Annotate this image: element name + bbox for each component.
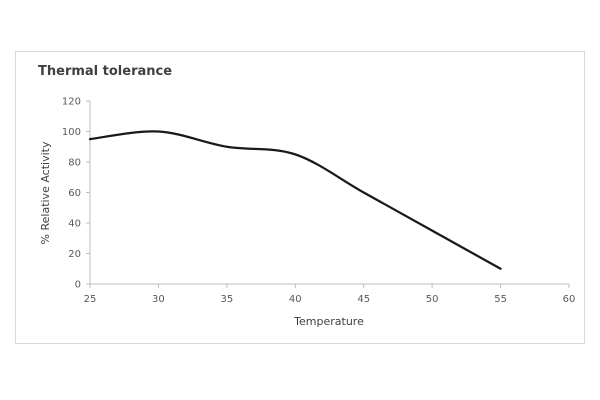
y-tick-label: 100 [62,127,81,138]
chart-frame [15,51,585,344]
y-tick-label: 40 [68,219,81,230]
x-tick-label: 60 [563,294,576,305]
x-axis-ticks: 25 30 35 40 45 50 55 60 [84,284,576,305]
y-axis-ticks: 0 20 40 60 80 100 120 [62,97,90,291]
x-tick-label: 25 [84,294,97,305]
x-tick-label: 30 [152,294,165,305]
x-tick-label: 50 [426,294,439,305]
y-tick-label: 80 [68,158,81,169]
y-tick-label: 120 [62,97,81,108]
y-tick-label: 60 [68,188,81,199]
series-line [88,130,502,270]
x-tick-label: 40 [289,294,302,305]
x-axis-title: Temperature [293,315,364,328]
x-tick-label: 55 [494,294,507,305]
y-tick-label: 20 [68,249,81,260]
series-group [88,130,502,270]
y-tick-label: 0 [75,280,81,291]
chart-title: Thermal tolerance [38,64,173,79]
x-tick-label: 45 [357,294,370,305]
x-tick-label: 35 [220,294,233,305]
y-axis-title: % Relative Activity [39,141,52,244]
